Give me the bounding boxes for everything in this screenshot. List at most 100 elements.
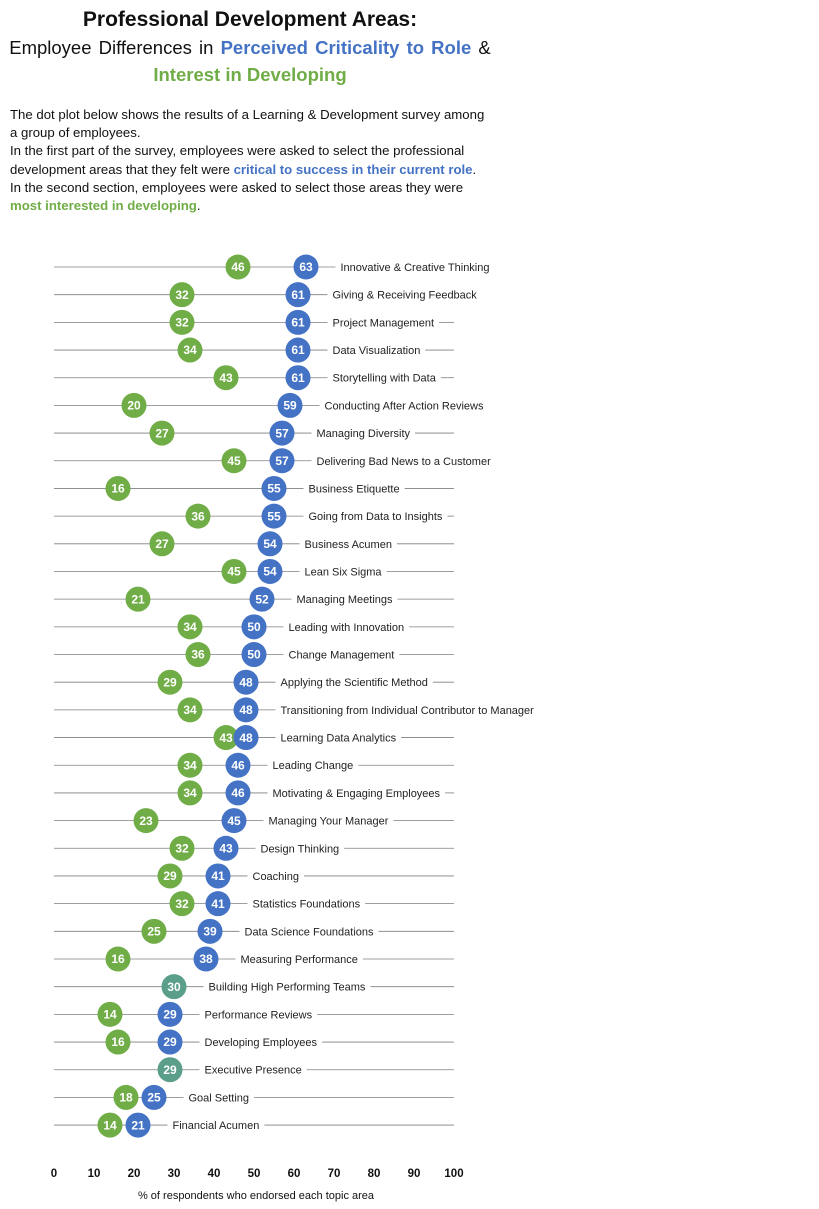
x-tick-label: 50 bbox=[248, 1168, 261, 1180]
criticality-dot bbox=[213, 835, 239, 861]
title-prefix: Employee Differences in bbox=[9, 37, 221, 58]
interest-dot bbox=[177, 614, 203, 640]
category-label: Applying the Scientific Method bbox=[281, 677, 428, 689]
category-label: Business Acumen bbox=[305, 539, 392, 551]
intro-paragraph-1: The dot plot below shows the results of … bbox=[10, 107, 485, 141]
criticality-dot-label: 45 bbox=[227, 814, 241, 828]
title-interest-highlight: Interest in Developing bbox=[153, 64, 347, 85]
interest-dot bbox=[169, 282, 195, 308]
criticality-dot-label: 55 bbox=[267, 509, 281, 523]
interest-dot-label: 45 bbox=[227, 454, 241, 468]
interest-dot-label: 14 bbox=[103, 1008, 117, 1022]
criticality-dot-label: 61 bbox=[291, 343, 305, 357]
criticality-dot bbox=[269, 420, 295, 446]
criticality-dot-label: 25 bbox=[147, 1091, 161, 1105]
category-label: Going from Data to Insights bbox=[309, 511, 443, 523]
criticality-dot bbox=[225, 752, 251, 778]
criticality-dot-label: 39 bbox=[203, 925, 217, 939]
interest-dot bbox=[105, 946, 131, 972]
x-tick-label: 70 bbox=[328, 1168, 341, 1180]
interest-dot bbox=[141, 918, 167, 944]
interest-dot bbox=[225, 254, 251, 280]
x-tick-label: 80 bbox=[368, 1168, 381, 1180]
interest-dot-label: 16 bbox=[111, 482, 125, 496]
interest-dot-label: 32 bbox=[175, 897, 189, 911]
criticality-dot-label: 54 bbox=[263, 565, 277, 579]
criticality-dot-label: 29 bbox=[163, 1035, 177, 1049]
interest-dot bbox=[221, 558, 247, 584]
interest-dot bbox=[213, 725, 239, 751]
category-label: Learning Data Analytics bbox=[281, 733, 397, 745]
criticality-dot bbox=[157, 1001, 183, 1027]
category-label: Conducting After Action Reviews bbox=[325, 400, 484, 412]
criticality-dot bbox=[285, 337, 311, 363]
interest-dot bbox=[121, 392, 147, 418]
criticality-dot bbox=[225, 780, 251, 806]
criticality-dot-label: 54 bbox=[263, 537, 277, 551]
criticality-dot bbox=[249, 586, 275, 612]
interest-dot-label: 32 bbox=[175, 288, 189, 302]
interest-dot bbox=[97, 1001, 123, 1027]
x-tick-label: 100 bbox=[444, 1168, 463, 1180]
category-label: Design Thinking bbox=[261, 843, 340, 855]
category-label: Building High Performing Teams bbox=[209, 982, 366, 994]
criticality-dot-label: 57 bbox=[275, 426, 289, 440]
interest-dot-label: 18 bbox=[119, 1091, 133, 1105]
interest-dot-label: 46 bbox=[231, 260, 245, 274]
criticality-dot-label: 48 bbox=[239, 675, 253, 689]
interest-dot bbox=[169, 835, 195, 861]
interest-dot-label: 34 bbox=[183, 758, 197, 772]
criticality-dot-label: 63 bbox=[299, 260, 313, 274]
intro-paragraph-2: In the first part of the survey, employe… bbox=[10, 142, 490, 215]
interest-dot-label: 23 bbox=[139, 814, 153, 828]
criticality-dot-label: 21 bbox=[131, 1118, 145, 1132]
category-label: Coaching bbox=[253, 871, 299, 883]
x-tick-label: 20 bbox=[128, 1168, 141, 1180]
category-label: Storytelling with Data bbox=[333, 373, 437, 385]
interest-dot-label: 34 bbox=[183, 786, 197, 800]
interest-dot bbox=[149, 531, 175, 557]
criticality-dot bbox=[233, 669, 259, 695]
criticality-dot bbox=[277, 392, 303, 418]
interest-dot-label: 36 bbox=[191, 509, 205, 523]
interest-dot bbox=[185, 642, 211, 668]
interest-dot-label: 27 bbox=[155, 537, 169, 551]
interest-dot-label: 27 bbox=[155, 426, 169, 440]
category-label: Managing Meetings bbox=[297, 594, 394, 606]
criticality-dot bbox=[205, 863, 231, 889]
criticality-dot-label: 50 bbox=[247, 620, 261, 634]
criticality-dot bbox=[125, 1112, 151, 1138]
interest-dot bbox=[125, 586, 151, 612]
category-label: Project Management bbox=[333, 317, 435, 329]
criticality-dot-label: 48 bbox=[239, 703, 253, 717]
category-label: Statistics Foundations bbox=[253, 899, 361, 911]
x-tick-label: 60 bbox=[288, 1168, 301, 1180]
criticality-dot bbox=[285, 309, 311, 335]
category-label: Performance Reviews bbox=[205, 1009, 313, 1021]
interest-dot-label: 43 bbox=[219, 371, 233, 385]
category-label: Executive Presence bbox=[205, 1065, 302, 1077]
criticality-dot bbox=[257, 531, 283, 557]
interest-dot-label: 43 bbox=[219, 731, 233, 745]
interest-dot bbox=[169, 891, 195, 917]
intro-text: The dot plot below shows the results of … bbox=[10, 106, 490, 215]
interest-dot-label: 34 bbox=[183, 343, 197, 357]
interest-dot bbox=[149, 420, 175, 446]
criticality-dot-label: 50 bbox=[247, 648, 261, 662]
category-label: Change Management bbox=[289, 650, 395, 662]
criticality-dot bbox=[241, 642, 267, 668]
category-label: Business Etiquette bbox=[309, 483, 400, 495]
interest-dot-label: 45 bbox=[227, 565, 241, 579]
category-label: Managing Your Manager bbox=[269, 816, 389, 828]
x-tick-label: 0 bbox=[51, 1168, 57, 1180]
x-axis-title: % of respondents who endorsed each topic… bbox=[138, 1190, 375, 1202]
category-label: Innovative & Creative Thinking bbox=[341, 262, 490, 274]
interest-dot bbox=[97, 1112, 123, 1138]
criticality-dot-label: 61 bbox=[291, 371, 305, 385]
interest-dot bbox=[177, 337, 203, 363]
criticality-dot bbox=[293, 254, 319, 280]
category-label: Transitioning from Individual Contributo… bbox=[281, 705, 535, 717]
criticality-dot bbox=[233, 697, 259, 723]
criticality-dot-label: 46 bbox=[231, 758, 245, 772]
criticality-dot bbox=[261, 503, 287, 529]
